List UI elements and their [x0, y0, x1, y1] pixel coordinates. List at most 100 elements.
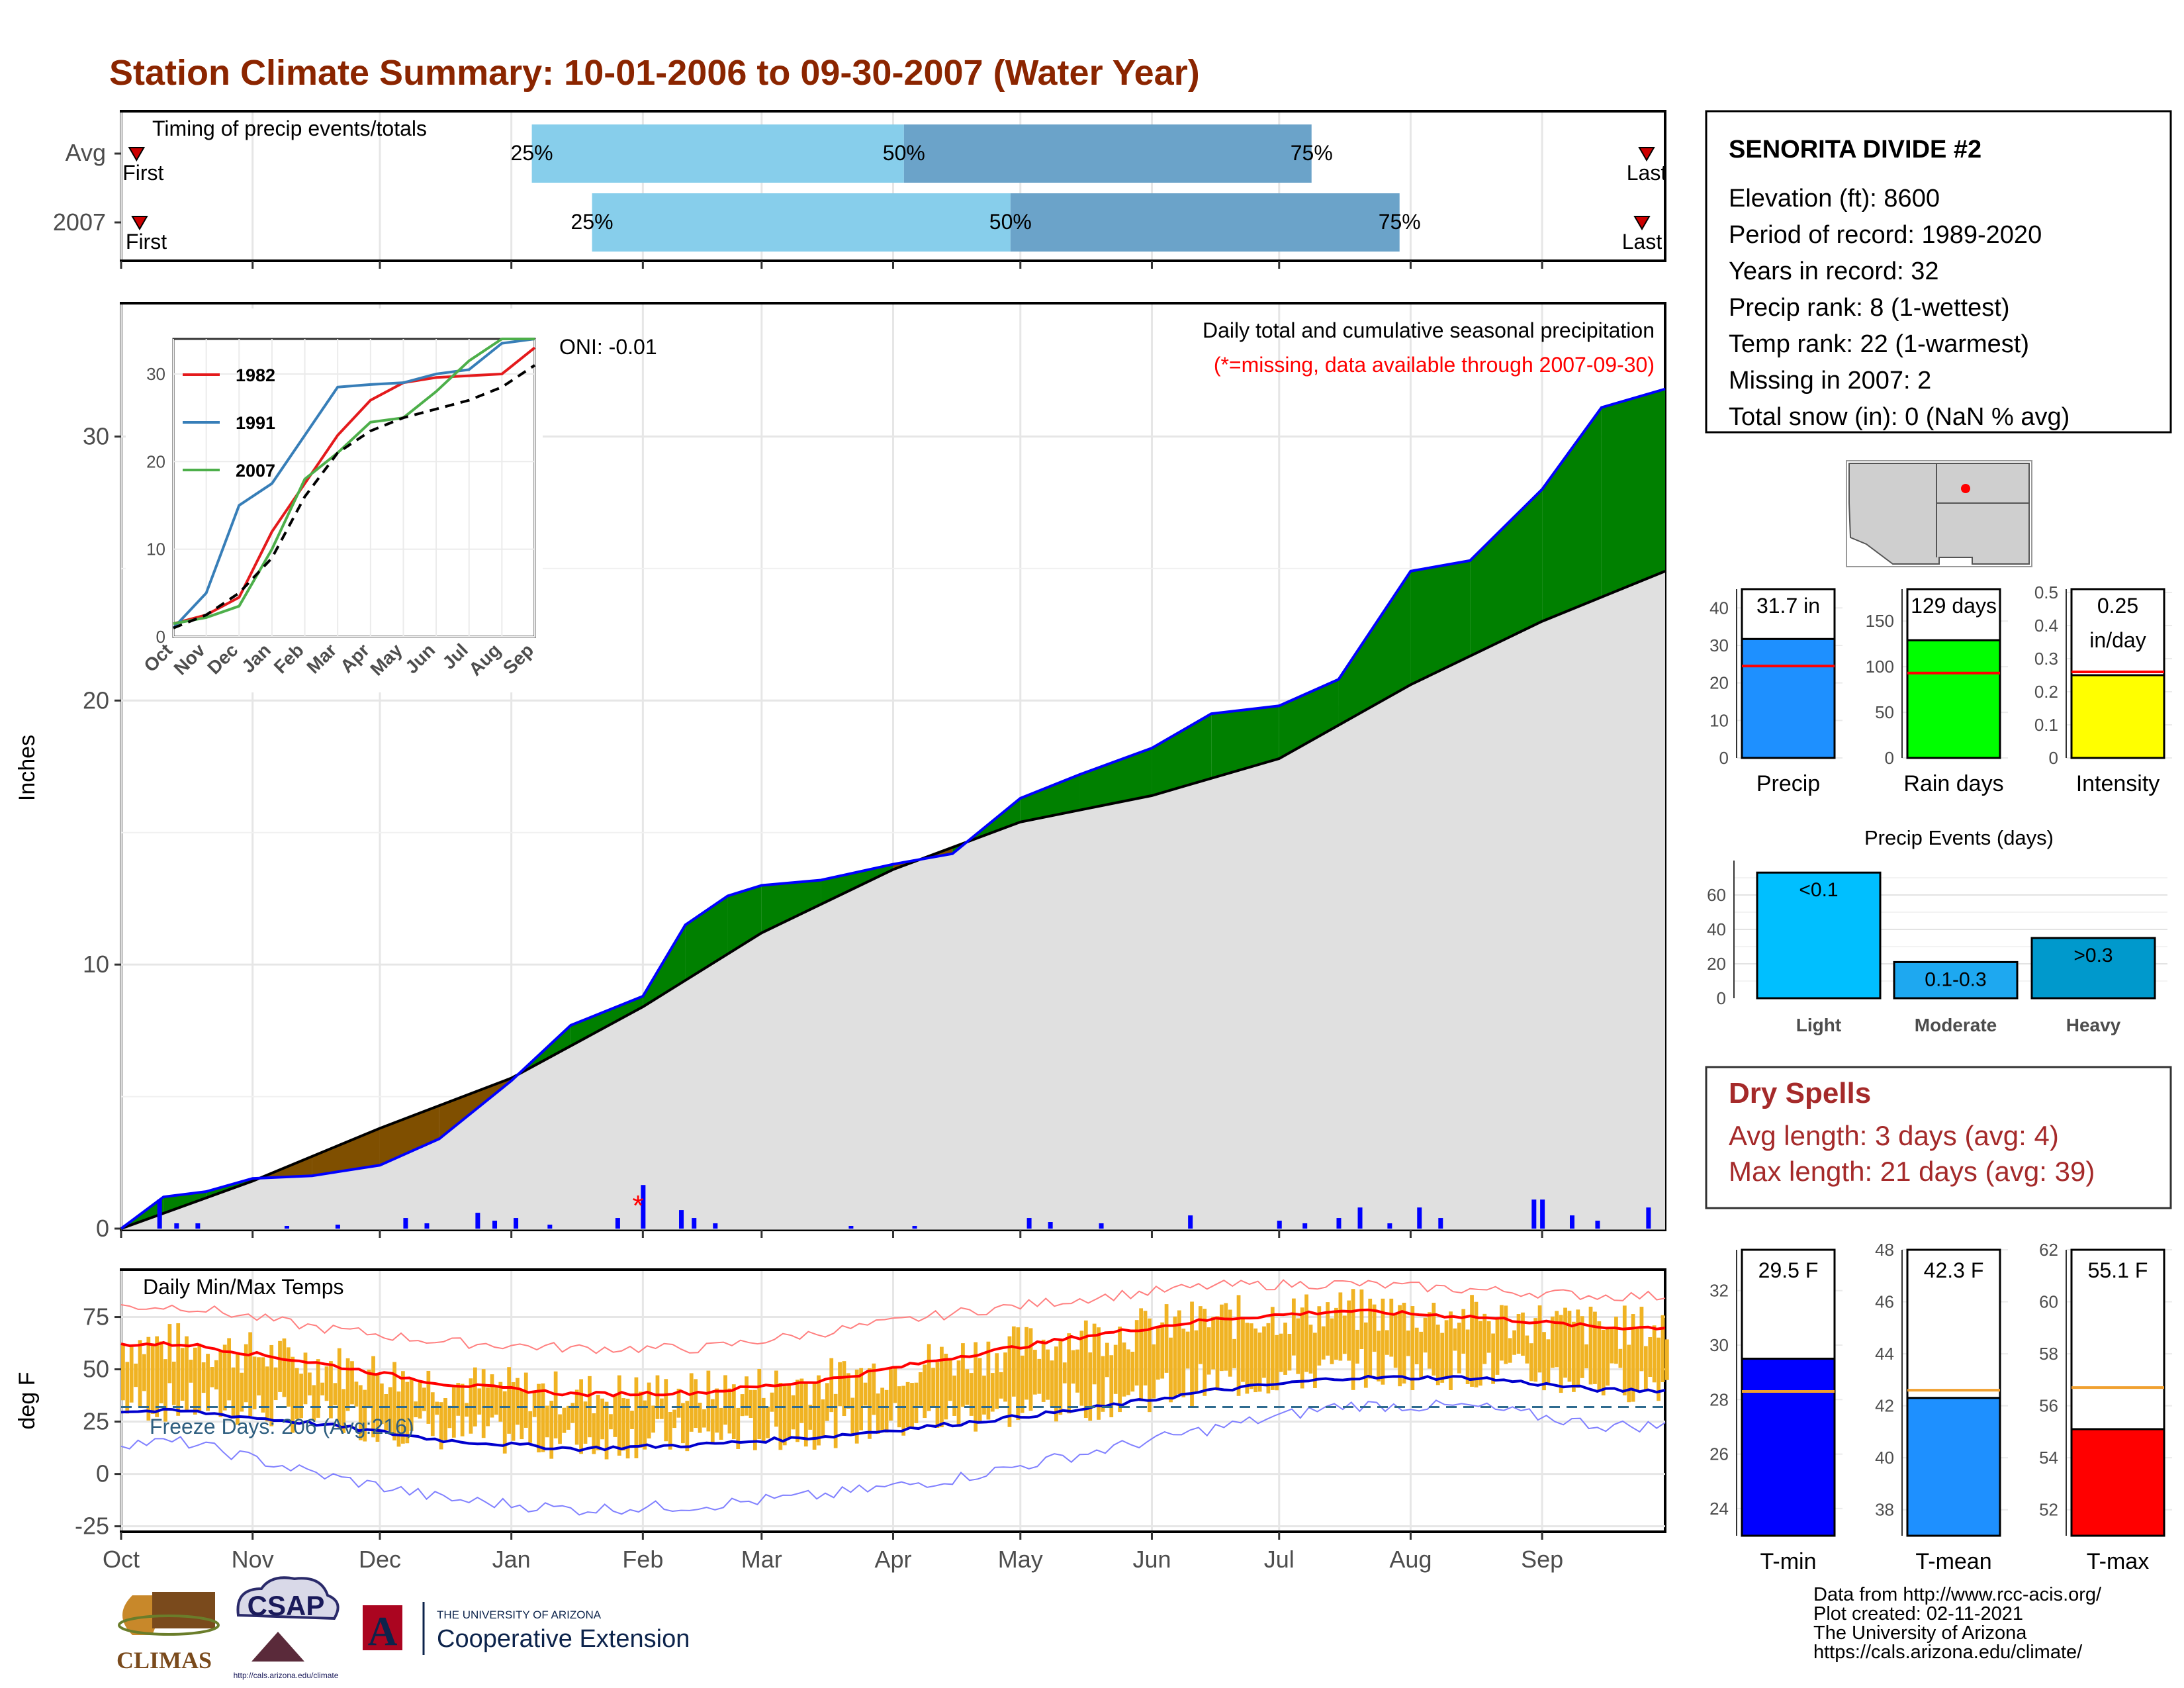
precip-y-tick-label: 30 [83, 422, 109, 449]
daily-temp-bar [668, 1411, 672, 1450]
precip-surplus-area [1410, 560, 1471, 685]
daily-temp-bar [1440, 1333, 1445, 1383]
daily-precip-bar [1048, 1222, 1053, 1229]
daily-temp-bar [1342, 1315, 1347, 1354]
temp-summary-y-tick-label: 40 [1875, 1448, 1894, 1468]
summary-value-label: 129 days [1911, 594, 1997, 618]
daily-temp-bar [367, 1369, 371, 1409]
daily-temp-bar [1627, 1344, 1631, 1403]
temp-summary-y-tick-label: 42 [1875, 1396, 1894, 1416]
events-bar-label: Light [1796, 1015, 1841, 1035]
daily-temp-bar [337, 1348, 341, 1429]
station-info-line: Elevation (ft): 8600 [1729, 185, 1940, 212]
daily-temp-bar [426, 1370, 431, 1424]
temp-x-tick-label: May [998, 1546, 1043, 1573]
daily-temp-bar [757, 1368, 762, 1440]
inset-y-tick-label: 20 [146, 451, 165, 471]
station-info-line: Total snow (in): 0 (NaN % avg) [1729, 403, 2070, 431]
daily-temp-bar [1007, 1336, 1012, 1427]
daily-temp-bar [1224, 1303, 1228, 1371]
daily-temp-bar [545, 1405, 549, 1438]
temp-summary-y-tick-label: 56 [2039, 1396, 2058, 1416]
csap-cloud [236, 1576, 340, 1620]
daily-precip-bar [848, 1226, 854, 1229]
daily-temp-bar [1377, 1331, 1381, 1382]
daily-temp-bar [218, 1350, 223, 1417]
summary-value-label: 31.7 in [1756, 594, 1820, 618]
inset-plot-frame [172, 338, 536, 638]
figure-title: Station Climate Summary: 10-01-2006 to 0… [109, 53, 1200, 93]
daily-temp-bar [676, 1388, 681, 1418]
daily-temp-bar [451, 1387, 456, 1438]
daily-temp-bar [1453, 1328, 1457, 1351]
daily-temp-bar [655, 1375, 660, 1419]
daily-temp-bar [1050, 1360, 1054, 1407]
daily-temp-bar [1338, 1292, 1343, 1361]
daily-temp-bar [935, 1362, 940, 1428]
timing-first-label: First [122, 161, 163, 185]
precip-missing-note: (*=missing, data available through 2007-… [1214, 353, 1655, 377]
daily-temp-bar [490, 1374, 494, 1418]
temp-summary-y-tick-label: 26 [1709, 1444, 1729, 1464]
daily-precip-bar [1646, 1207, 1651, 1229]
daily-temp-bar [910, 1383, 914, 1427]
daily-temp-bar [392, 1362, 396, 1441]
daily-temp-bar [1101, 1356, 1105, 1412]
daily-temp-bar [1393, 1314, 1398, 1368]
daily-temp-bar [1661, 1315, 1665, 1382]
daily-temp-bar [1478, 1321, 1482, 1386]
daily-precip-bar [424, 1223, 430, 1229]
summary-y-tick-label: 0.2 [2034, 682, 2058, 702]
daily-temp-bar [537, 1383, 541, 1453]
daily-temp-bar [1533, 1318, 1538, 1382]
daily-temp-bar [1580, 1316, 1584, 1378]
daily-precip-bar [1277, 1221, 1282, 1229]
daily-temp-bar [1525, 1335, 1529, 1364]
precip-deficit-area [379, 1105, 439, 1166]
csap-mountain [251, 1632, 304, 1662]
station-info-line: Years in record: 32 [1729, 258, 1939, 285]
daily-temp-bar [1046, 1349, 1050, 1400]
daily-temp-bar [341, 1389, 346, 1433]
daily-temp-bar [613, 1395, 617, 1437]
temp-summary-y-tick-label: 44 [1875, 1344, 1894, 1364]
daily-temp-bar [884, 1389, 889, 1433]
daily-temp-bar [1326, 1302, 1330, 1356]
daily-precip-bar [1540, 1199, 1545, 1229]
daily-temp-bar [596, 1395, 600, 1450]
daily-temp-bar [1665, 1339, 1669, 1380]
daily-temp-bar [553, 1371, 558, 1438]
dry-spells-title: Dry Spells [1729, 1077, 1871, 1109]
station-lines: Elevation (ft): 8600 Period of record: 19… [1729, 185, 2070, 431]
daily-temp-bar [1062, 1362, 1067, 1383]
daily-temp-bar [736, 1407, 741, 1449]
dry-spells-max: Max length: 21 days (avg: 39) [1729, 1156, 2095, 1187]
daily-temp-bar [507, 1367, 512, 1434]
ua-logo: A THE UNIVERSITY OF ARIZONA Cooperative … [363, 1602, 690, 1655]
avg-min-line [120, 1374, 1666, 1452]
daily-temp-bar [286, 1347, 291, 1407]
daily-temp-bar [1529, 1343, 1533, 1382]
daily-temp-bar [299, 1374, 303, 1419]
precip-surplus-area [570, 996, 643, 1047]
daily-temp-bar [1423, 1317, 1428, 1353]
daily-temp-bar [727, 1388, 732, 1434]
daily-temp-bar [1465, 1329, 1470, 1384]
daily-temp-bar [1550, 1316, 1555, 1368]
daily-temp-bar [1584, 1344, 1588, 1369]
daily-temp-bar [1291, 1298, 1296, 1356]
daily-temp-bar [1657, 1337, 1661, 1401]
daily-temp-bar [689, 1373, 694, 1432]
daily-temp-bar [240, 1372, 244, 1412]
dry-spells-box: Dry Spells Avg length: 3 days (avg: 4) M… [1705, 1066, 2172, 1209]
precip-surplus-area [1211, 706, 1279, 778]
inset-line-avg [173, 364, 536, 630]
daily-temp-bar [1308, 1325, 1313, 1374]
timing-panel-title: Timing of precip events/totals [152, 117, 427, 140]
timing-row-label-year: 2007 [53, 209, 106, 236]
daily-temp-bar [1156, 1326, 1160, 1380]
events-bar-heavy [2030, 937, 2156, 1000]
daily-temp-bar [876, 1393, 880, 1434]
daily-temp-bar [1020, 1355, 1024, 1413]
daily-temp-bar [1190, 1301, 1194, 1407]
